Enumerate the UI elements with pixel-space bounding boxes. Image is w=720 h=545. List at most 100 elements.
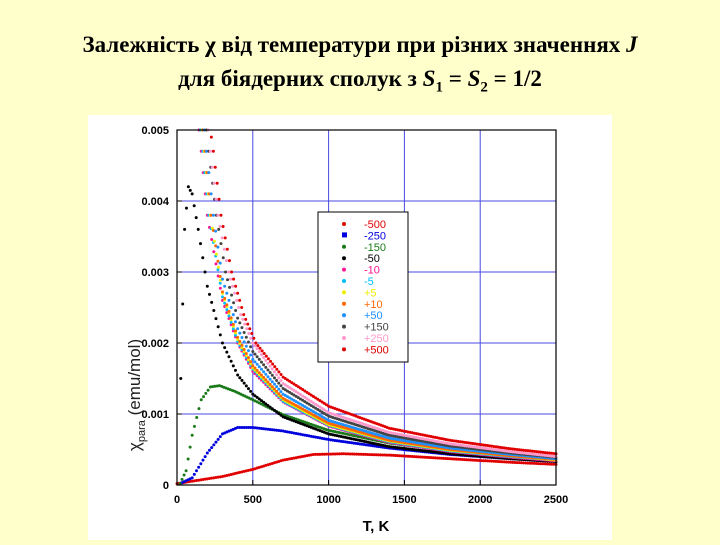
data-point (316, 404, 320, 408)
data-point (252, 336, 256, 340)
y-axis-label-unit: (emu/mol) (125, 339, 144, 420)
data-point (182, 473, 186, 477)
data-point (270, 407, 274, 411)
legend-label: +150 (364, 322, 389, 334)
data-point (236, 291, 240, 295)
series-+250 (206, 128, 558, 459)
y-tick-label: 0.002 (141, 338, 169, 350)
data-point (204, 391, 208, 395)
data-point (251, 350, 255, 354)
data-point (275, 385, 279, 389)
data-point (272, 408, 276, 412)
data-point (270, 385, 274, 389)
data-point (301, 403, 305, 407)
legend-label: -150 (364, 242, 386, 254)
data-point (251, 364, 255, 368)
data-point (314, 396, 318, 400)
data-point (226, 278, 230, 282)
data-point (210, 446, 214, 450)
data-point (298, 386, 302, 390)
data-point (233, 329, 237, 333)
data-point (188, 445, 192, 449)
title-text-2a: для біядерних сполук з (178, 66, 423, 91)
data-point (296, 391, 300, 395)
legend-label: +5 (364, 287, 377, 299)
data-point (208, 385, 212, 389)
data-point (532, 452, 536, 456)
title-sub-1: 1 (435, 79, 443, 96)
data-point (240, 306, 244, 309)
data-point (526, 452, 530, 456)
data-point (528, 452, 532, 456)
legend-marker (342, 324, 346, 329)
data-point (288, 396, 292, 400)
data-point (207, 292, 211, 296)
data-point (259, 399, 263, 403)
data-point (214, 244, 218, 248)
title-line-2: для біядерних сполук з S1 = S2 = 1/2 (0, 62, 720, 105)
data-point (268, 382, 272, 386)
data-point (238, 376, 242, 380)
x-tick-label: 2500 (544, 494, 568, 506)
data-point (301, 398, 305, 402)
data-point (281, 386, 285, 390)
data-point (530, 452, 534, 456)
data-point (515, 461, 519, 465)
data-point (229, 320, 233, 324)
data-point (257, 371, 261, 375)
data-point (251, 392, 255, 396)
data-point (318, 452, 322, 456)
data-point (234, 308, 238, 312)
data-point (272, 376, 276, 380)
data-point (236, 425, 240, 429)
data-point (318, 405, 322, 409)
data-point (270, 428, 274, 432)
data-point (253, 368, 257, 372)
data-point (233, 368, 237, 372)
x-tick-label: 0 (174, 494, 180, 506)
data-point (186, 185, 190, 189)
data-point (266, 357, 270, 361)
data-point (236, 373, 240, 377)
data-point (309, 408, 313, 412)
data-point (266, 375, 270, 379)
data-point (528, 461, 532, 465)
data-point (236, 335, 240, 339)
data-point (234, 284, 238, 288)
data-point (283, 393, 287, 397)
data-point (253, 426, 257, 430)
data-point (545, 462, 549, 466)
data-point (269, 359, 273, 363)
data-point (526, 461, 530, 465)
data-point (541, 453, 545, 457)
data-point (207, 171, 211, 175)
data-point (212, 181, 216, 185)
data-point (203, 270, 207, 274)
data-point (270, 367, 274, 371)
data-point (210, 238, 214, 242)
data-point (335, 452, 339, 456)
data-point (255, 368, 259, 372)
data-point (205, 451, 209, 455)
data-point (231, 327, 235, 331)
legend-marker (342, 244, 346, 249)
data-point (532, 461, 536, 465)
data-point (545, 451, 549, 455)
data-point (246, 356, 250, 360)
data-point (292, 388, 296, 392)
data-point (314, 402, 318, 406)
data-point (324, 417, 328, 421)
data-point (290, 392, 294, 396)
data-point (272, 382, 276, 386)
data-point (344, 452, 348, 456)
data-point (217, 227, 221, 231)
data-point (181, 302, 185, 306)
data-point (320, 400, 324, 404)
data-point (535, 450, 539, 454)
data-point (318, 413, 322, 417)
data-point (242, 313, 246, 317)
x-tick-label: 1000 (316, 494, 340, 506)
data-point (230, 293, 234, 297)
data-point (257, 365, 261, 369)
data-point (290, 387, 294, 391)
